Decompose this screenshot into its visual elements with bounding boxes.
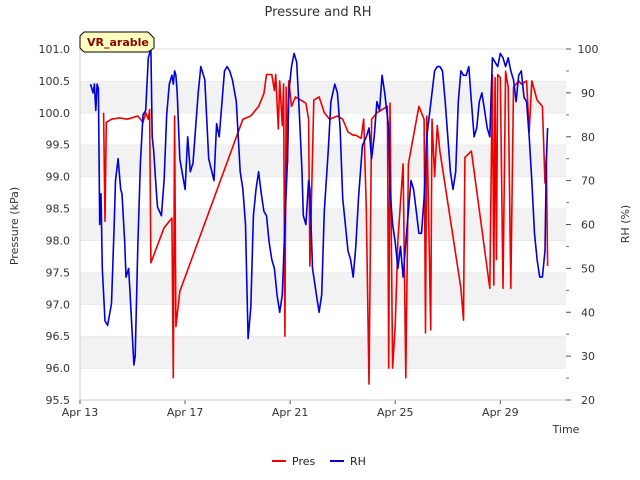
left-tick-label: 96.0 (46, 362, 71, 375)
left-tick-label: 95.5 (46, 394, 71, 407)
series-line-rh (89, 48, 549, 366)
left-tick-label: 97.0 (46, 298, 71, 311)
background-band (80, 144, 566, 177)
right-axis-ticks: 20 30 40 50 60 70 80 90 100 (566, 43, 599, 407)
left-tick-label: 100.5 (39, 75, 71, 88)
left-tick-label: 100.0 (39, 107, 71, 120)
x-axis-title: Time (552, 423, 580, 436)
left-tick-label: 99.0 (46, 171, 71, 184)
background-band (80, 304, 566, 337)
background-band (80, 336, 566, 369)
left-tick-label: 101.0 (39, 43, 71, 56)
series-line-pres (102, 70, 549, 385)
left-tick-label: 98.5 (46, 203, 71, 216)
right-axis-title: RH (%) (619, 205, 632, 243)
background-band (80, 368, 566, 400)
legend-label-pres: Pres (292, 455, 315, 468)
right-tick-label: 50 (581, 262, 595, 275)
legend-label-rh: RH (350, 455, 366, 468)
x-tick-label: Apr 13 (62, 406, 99, 419)
site-label-box: VR_arable (79, 31, 155, 53)
legend: Pres RH (272, 455, 366, 468)
site-label: VR_arable (87, 36, 149, 49)
right-tick-label: 40 (581, 306, 595, 319)
x-tick-label: Apr 25 (377, 406, 414, 419)
left-axis-ticks: 95.5 96.0 96.5 97.0 97.5 98.0 98.5 99.0 99.5 100.… (39, 43, 71, 407)
right-tick-label: 20 (581, 394, 595, 407)
x-tick-label: Apr 17 (167, 406, 204, 419)
x-axis-ticks: Apr 13 Apr 17 Apr 21 Apr 25 Apr 29 (62, 400, 519, 419)
right-tick-label: 100 (578, 43, 599, 56)
series-layer (89, 48, 549, 385)
left-axis-title: Pressure (kPa) (8, 187, 21, 265)
right-tick-label: 80 (581, 131, 595, 144)
x-tick-label: Apr 29 (482, 406, 519, 419)
x-tick-label: Apr 21 (272, 406, 309, 419)
left-tick-label: 97.5 (46, 266, 71, 279)
background-band (80, 49, 566, 81)
left-tick-label: 99.5 (46, 139, 71, 152)
background-band (80, 176, 566, 209)
right-tick-label: 60 (581, 219, 595, 232)
left-tick-label: 98.0 (46, 234, 71, 247)
right-tick-label: 90 (581, 87, 595, 100)
chart-title: Pressure and RH (264, 5, 371, 20)
right-tick-label: 70 (581, 175, 595, 188)
left-tick-label: 96.5 (46, 330, 71, 343)
right-tick-label: 30 (581, 350, 595, 363)
